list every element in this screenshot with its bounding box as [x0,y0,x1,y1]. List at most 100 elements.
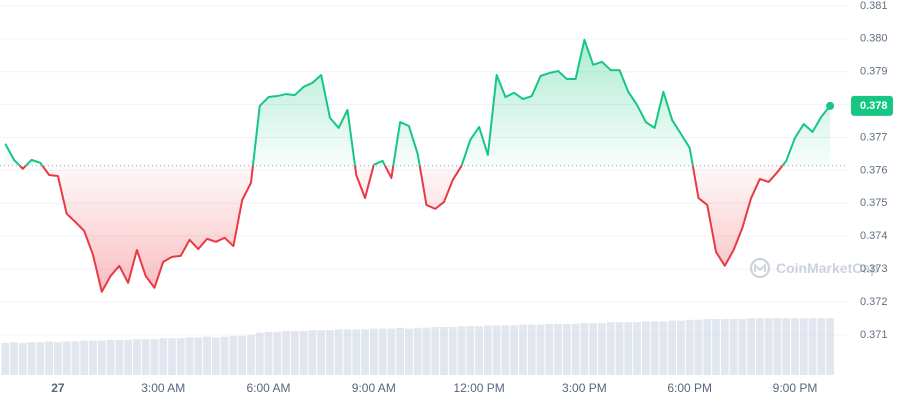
volume-bar [448,327,457,375]
volume-bar [826,318,834,375]
volume-bar [738,319,747,375]
y-tick-label: 0.380 [860,33,888,45]
x-tick-label: 9:00 PM [773,381,818,395]
volume-bar [334,329,343,375]
volume-bar [571,323,580,375]
volume-bar [492,325,501,375]
volume-bar [89,340,97,375]
volume-bar [694,319,703,375]
volume-bar [791,318,799,375]
volume-bar [510,325,519,375]
volume-bar [185,337,194,375]
current-price-badge [851,95,893,116]
volume-bar [308,330,317,375]
x-tick-label: 6:00 AM [246,381,290,395]
y-tick-label: 0.373 [860,263,888,275]
volume-bar [431,327,440,375]
volume-bar [756,318,764,375]
volume-bar [80,340,89,375]
watermark-text: CoinMarketCap [776,260,879,276]
volume-bar [238,335,247,375]
volume-bar [615,322,624,375]
volume-bar [440,327,448,375]
volume-bar [729,319,738,375]
x-tick-label: 3:00 AM [141,381,185,395]
x-tick-label: 27 [51,381,65,395]
volume-bar [606,322,615,375]
volume-bar [466,326,475,375]
volume-bar [747,318,756,375]
x-tick-label: 6:00 PM [667,381,712,395]
volume-bar [668,320,677,375]
x-tick-label: 3:00 PM [562,381,607,395]
area-down [19,165,783,292]
volume-bar [36,342,45,375]
volume-bar [519,324,527,375]
volume-bar [62,341,71,375]
y-tick-label: 0.374 [860,230,888,242]
volume-bar [168,338,176,375]
volume-bar [159,338,168,375]
volume-bar [45,341,54,375]
volume-bar [255,332,264,375]
volume-bar [317,330,326,375]
volume-bar [387,328,396,375]
volume-bar [685,319,694,375]
axes: 0.371 0.372 0.373 0.374 0.375 0.376 0.377 0.378… [51,0,893,395]
volume-bar [650,321,659,375]
volume-bar [483,325,492,375]
volume-bar [641,321,650,375]
volume-bar [352,329,361,375]
volume-bar [203,336,211,375]
watermark: CoinMarketCap [749,257,879,279]
volume-bars [1,318,834,375]
price-line-down [18,165,784,293]
volume-bar [124,339,132,375]
volume-bar [211,337,220,375]
watermark-logo [749,257,771,279]
watermark-logo-mark [754,262,766,272]
volume-bar [580,323,589,375]
volume-bar [115,339,124,375]
volume-bar [150,339,159,375]
volume-bar [545,323,554,375]
volume-bar [282,331,290,375]
current-dot [826,101,835,110]
volume-bar [369,328,378,375]
volume-bar [326,330,334,375]
volume-bar [299,331,308,375]
volume-bar [536,324,545,375]
volume-bar [133,339,141,375]
x-tick-label: 9:00 AM [352,381,396,395]
price [0,38,848,293]
y-tick-label: 0.381 [860,0,888,12]
volume-bar [54,342,62,375]
volume-bar [141,339,150,375]
volume-bar [598,323,606,375]
volume-bar [106,339,115,375]
volume-bar [290,331,299,375]
volume-bar [27,342,36,375]
volume-bar [799,318,808,375]
volume-bar [764,318,773,375]
volume-bar [361,329,369,375]
volume-bar [527,324,536,375]
volume-bar [378,328,387,375]
current-price-label: 0.378 [860,100,888,112]
volume-bar [97,340,106,375]
volume-bar [475,326,483,375]
volume-bar [808,318,817,375]
volume-bar [633,322,641,375]
volume-bar [247,335,255,375]
volume-bar [501,325,510,375]
volume-bar [1,343,10,375]
x-tick-label: 12:00 PM [453,381,504,395]
y-tick-label: 0.371 [860,329,888,341]
y-tick-label: 0.372 [860,296,888,308]
volume-bar [457,326,466,375]
volume-bar [71,341,80,375]
volume-bar [264,331,273,375]
volume-bar [782,318,791,375]
